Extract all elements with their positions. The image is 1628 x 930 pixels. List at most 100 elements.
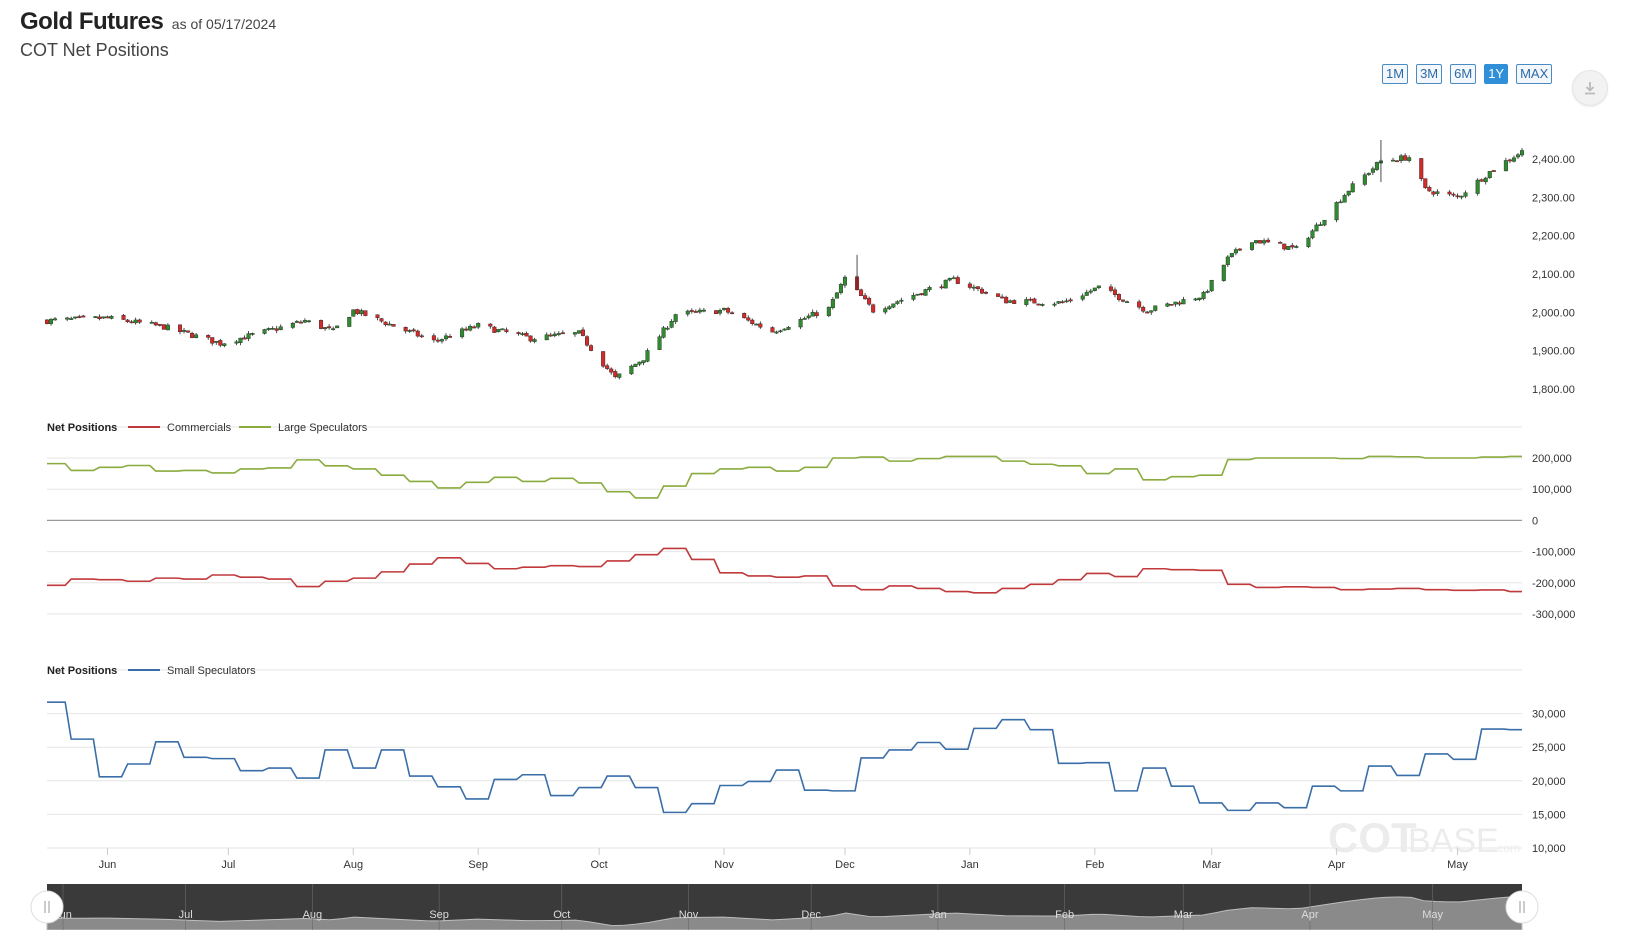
candle-body xyxy=(996,293,1001,297)
candle-body xyxy=(359,310,364,315)
candle-body xyxy=(327,326,332,329)
candle-body xyxy=(814,312,819,317)
navigator-right-handle[interactable] xyxy=(1505,890,1539,924)
net-tick-label: -100,000 xyxy=(1532,547,1575,559)
candle-body xyxy=(939,286,944,289)
candle-body xyxy=(1451,193,1456,196)
candle-body xyxy=(1254,240,1259,243)
watermark-suffix: .com xyxy=(1494,841,1520,855)
legend-small-speculators: Net Positions Small Speculators xyxy=(47,665,256,677)
candle-body xyxy=(391,324,396,327)
watermark-main: COT xyxy=(1328,814,1417,861)
candle-body xyxy=(1096,285,1101,289)
candle-body xyxy=(1165,303,1170,307)
price-tick-label: 2,400.00 xyxy=(1532,154,1575,166)
candle-body xyxy=(153,322,158,326)
candle-body xyxy=(1519,150,1524,156)
candle-body xyxy=(500,328,505,331)
legend-item-small-speculators[interactable]: Small Speculators xyxy=(167,665,256,677)
candle-body xyxy=(1290,245,1295,248)
candle-body xyxy=(1121,299,1126,302)
candle-body xyxy=(1366,173,1371,175)
navigator-month-label: Jul xyxy=(179,909,193,921)
candle-body xyxy=(1463,192,1468,197)
candle-body xyxy=(601,351,606,367)
candle-body xyxy=(713,310,718,315)
candle-body xyxy=(210,337,215,344)
candle-body xyxy=(750,319,755,324)
candle-body xyxy=(1511,157,1516,162)
candle-body xyxy=(137,319,142,323)
candle-body xyxy=(1181,299,1186,305)
candle-body xyxy=(1064,300,1069,303)
candle-body xyxy=(1108,286,1113,291)
candle-body xyxy=(488,323,493,327)
range-selector: 1M 3M 6M 1Y MAX xyxy=(1382,64,1553,84)
net-positions-lines xyxy=(47,455,1522,594)
candle-body xyxy=(1149,310,1154,313)
candle-body xyxy=(560,332,565,335)
range-max-button[interactable]: MAX xyxy=(1516,64,1553,84)
range-1m-button[interactable]: 1M xyxy=(1382,64,1409,84)
chart-title: Gold Futures xyxy=(20,8,164,35)
candle-body xyxy=(335,325,340,329)
candle-body xyxy=(302,320,307,323)
candle-body xyxy=(133,319,138,324)
handle-circle xyxy=(30,890,64,924)
candle-body xyxy=(266,328,271,330)
candle-body xyxy=(379,318,384,322)
candle-body xyxy=(1374,162,1379,170)
range-3m-button[interactable]: 3M xyxy=(1416,64,1443,84)
candle-body xyxy=(222,343,227,346)
small-tick-label: 10,000 xyxy=(1532,843,1566,855)
candle-body xyxy=(1487,171,1492,178)
candle-body xyxy=(1193,298,1198,301)
candle-body xyxy=(218,340,223,346)
candle-body xyxy=(121,315,126,320)
navigator-left-handle[interactable] xyxy=(30,890,64,924)
legend-item-large-speculators[interactable]: Large Speculators xyxy=(278,422,368,434)
candle-body xyxy=(165,324,170,331)
x-tick-label-jan: Jan xyxy=(961,859,979,871)
candle-body xyxy=(887,306,892,310)
candle-body xyxy=(1431,191,1436,195)
small-speculators-line xyxy=(47,701,1522,814)
net-tick-label: 100,000 xyxy=(1532,484,1572,496)
series-line-small-speculators xyxy=(47,701,1522,814)
price-tick-label: 1,800.00 xyxy=(1532,384,1575,396)
download-button[interactable] xyxy=(1572,70,1608,106)
candle-body xyxy=(746,317,751,321)
candle-body xyxy=(641,360,646,364)
candle-body xyxy=(1092,287,1097,291)
series-line-commercials xyxy=(47,547,1522,594)
candle-body xyxy=(1475,179,1480,194)
candle-body xyxy=(605,365,610,369)
candle-body xyxy=(798,319,803,328)
candle-body xyxy=(81,315,86,318)
candle-body xyxy=(1153,305,1158,311)
range-6m-button[interactable]: 6M xyxy=(1450,64,1477,84)
candle-body xyxy=(979,288,984,294)
candle-body xyxy=(69,318,74,320)
range-1y-button[interactable]: 1Y xyxy=(1484,64,1509,84)
candle-body xyxy=(782,328,787,331)
candle-body xyxy=(1419,158,1424,180)
candle-body xyxy=(754,323,759,326)
navigator[interactable]: Jun Jul Aug Sep Oct Nov Dec Jan Feb Mar Apr May xyxy=(30,884,1539,930)
candle-body xyxy=(742,313,747,319)
legend-title: Net Positions xyxy=(47,422,117,434)
candle-body xyxy=(1088,290,1093,293)
candle-body xyxy=(580,329,585,336)
candle-body xyxy=(375,314,380,318)
candle-body xyxy=(609,368,614,373)
candle-body xyxy=(1209,280,1214,292)
candle-body xyxy=(238,337,243,343)
candle-body xyxy=(1112,289,1117,295)
candlestick-series xyxy=(45,140,1524,380)
candle-body xyxy=(730,312,735,314)
candle-body xyxy=(544,334,549,341)
candle-body xyxy=(492,326,497,333)
x-tick-label-dec: Dec xyxy=(835,859,855,871)
legend-item-commercials[interactable]: Commercials xyxy=(167,422,232,434)
